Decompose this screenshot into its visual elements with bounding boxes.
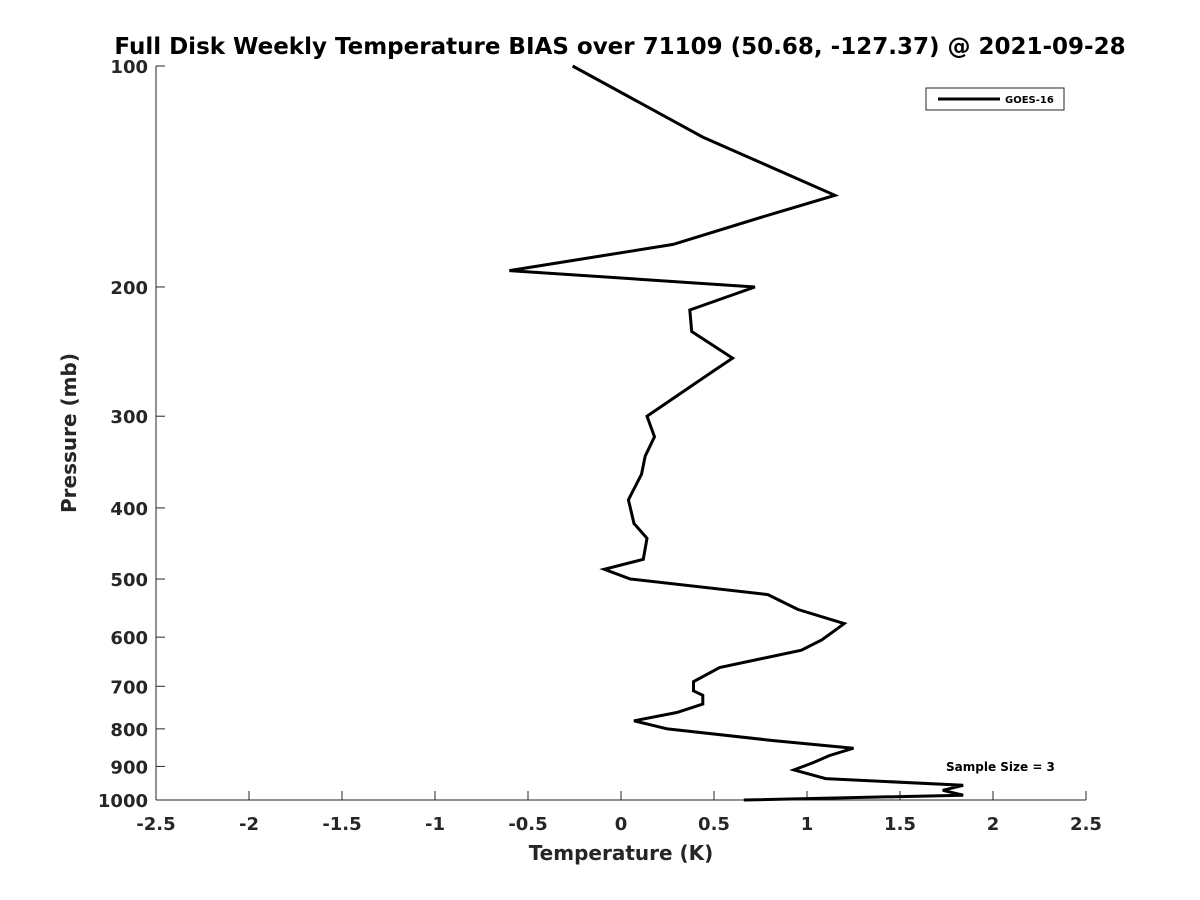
x-tick-label: -1 <box>425 814 445 835</box>
y-axis-ticks: 100 200 300 400 500 600 700 800 900 1000 <box>98 57 165 812</box>
legend: GOES-16 <box>925 87 1065 111</box>
sample-size-annotation: Sample Size = 3 <box>946 760 1055 774</box>
y-tick-label: 800 <box>110 720 148 741</box>
x-tick-label: 0.5 <box>698 814 730 835</box>
x-tick-label: 1 <box>801 814 814 835</box>
y-tick-label: 100 <box>110 57 148 78</box>
x-tick-label: 2.5 <box>1070 814 1102 835</box>
y-tick-label: 600 <box>110 628 148 649</box>
y-tick-label: 200 <box>110 278 148 299</box>
plot-axes <box>155 66 1086 801</box>
y-tick-label: 900 <box>110 757 148 778</box>
x-tick-label: 2 <box>987 814 1000 835</box>
x-axis-ticks: -2.5 -2 -1.5 -1 -0.5 0 0.5 1 1.5 2 2.5 <box>136 791 1102 835</box>
x-tick-label: 0 <box>615 814 628 835</box>
chart-title: Full Disk Weekly Temperature BIAS over 7… <box>114 34 1125 60</box>
y-tick-label: 500 <box>110 570 148 591</box>
x-tick-label: -2 <box>239 814 259 835</box>
x-tick-label: 1.5 <box>884 814 916 835</box>
x-tick-label: -0.5 <box>508 814 547 835</box>
series-line-goes-16 <box>509 64 964 802</box>
x-tick-label: -1.5 <box>322 814 361 835</box>
y-tick-label: 1000 <box>98 791 148 812</box>
y-axis-label: Pressure (mb) <box>57 353 81 513</box>
x-tick-label: -2.5 <box>136 814 175 835</box>
y-tick-label: 300 <box>110 407 148 428</box>
y-tick-label: 400 <box>110 499 148 520</box>
legend-label-goes-16: GOES-16 <box>1005 95 1054 106</box>
y-tick-label: 700 <box>110 677 148 698</box>
x-axis-label: Temperature (K) <box>529 841 714 865</box>
series-layer <box>509 64 964 802</box>
